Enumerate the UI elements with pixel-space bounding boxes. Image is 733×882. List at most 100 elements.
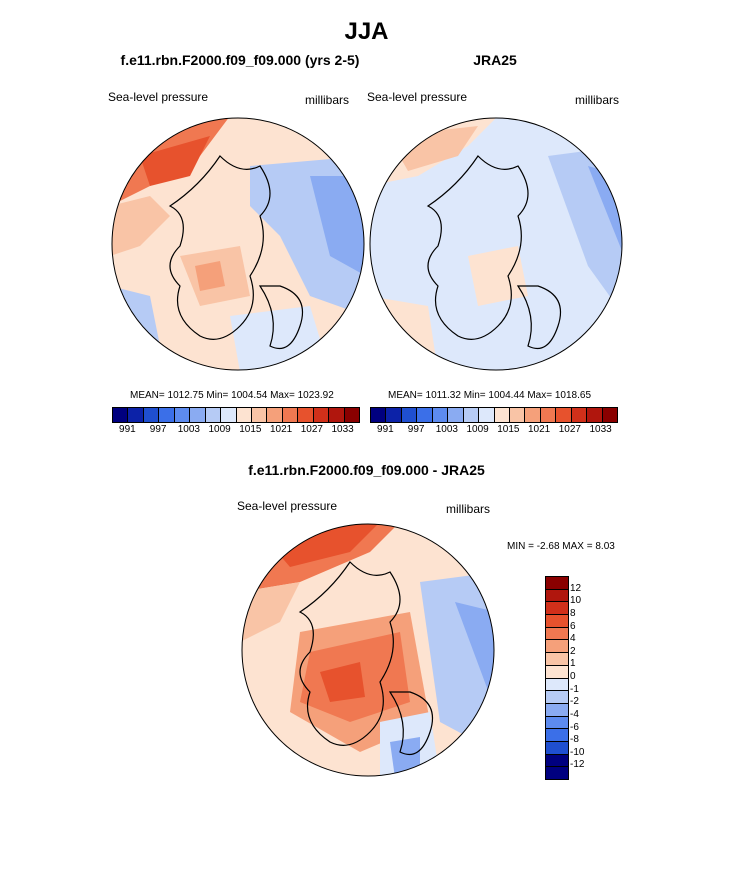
colorbar-swatch <box>417 408 433 422</box>
colorbar-tick-label: 1021 <box>528 424 551 435</box>
top-left-right-label: millibars <box>305 93 350 107</box>
bottom-colorbar <box>545 576 569 780</box>
colorbar-tick-label: -12 <box>570 759 585 771</box>
colorbar-tick-label: -1 <box>570 683 579 695</box>
colorbar-swatch <box>546 653 568 666</box>
colorbar-tick-label: 1 <box>570 658 576 670</box>
colorbar-swatch <box>401 408 418 422</box>
colorbar-swatch <box>128 408 144 422</box>
bottom-right-label: millibars <box>446 502 491 516</box>
colorbar-swatch <box>546 729 568 742</box>
colorbar-tick-label: 1009 <box>466 424 489 435</box>
colorbar-tick-label: 10 <box>570 595 582 607</box>
top-right-right-label: millibars <box>575 93 620 107</box>
colorbar-swatch <box>602 408 617 422</box>
colorbar-tick-label: 991 <box>119 424 136 435</box>
colorbar-swatch <box>329 408 345 422</box>
top-left-panel-title: f.e11.rbn.F2000.f09_f09.000 (yrs 2-5) <box>120 52 360 68</box>
colorbar-swatch <box>546 741 568 755</box>
colorbar-swatch <box>571 408 588 422</box>
colorbar-swatch <box>190 408 206 422</box>
bottom-panel-title: f.e11.rbn.F2000.f09_f09.000 - JRA25 <box>248 462 485 478</box>
colorbar-tick-label: 4 <box>570 633 576 645</box>
colorbar-tick-label: -10 <box>570 746 585 758</box>
bottom-minmax: MIN = -2.68 MAX = 8.03 <box>507 541 615 552</box>
top-right-colorbar-ticks: 991 997 1003 1009 1015 1021 1027 1033 <box>370 424 616 438</box>
colorbar-swatch <box>371 408 387 422</box>
colorbar-swatch <box>282 408 299 422</box>
colorbar-swatch <box>546 678 568 692</box>
colorbar-swatch <box>546 640 568 654</box>
top-left-stats: MEAN= 1012.75 Min= 1004.54 Max= 1023.92 <box>130 390 334 401</box>
colorbar-tick-label: -4 <box>570 708 579 720</box>
colorbar-swatch <box>267 408 283 422</box>
colorbar-tick-label: 1009 <box>208 424 231 435</box>
colorbar-swatch <box>556 408 572 422</box>
colorbar-swatch <box>546 615 568 628</box>
colorbar-swatch <box>546 691 568 704</box>
colorbar-swatch <box>509 408 526 422</box>
colorbar-tick-label: 6 <box>570 620 576 632</box>
top-left-colorbar <box>112 407 360 423</box>
top-left-polar-map <box>111 117 365 371</box>
colorbar-swatch <box>546 577 568 590</box>
bottom-left-label: Sea-level pressure <box>237 499 338 513</box>
colorbar-tick-label: -6 <box>570 721 579 733</box>
top-left-colorbar-ticks: 991 997 1003 1009 1015 1021 1027 1033 <box>112 424 358 438</box>
colorbar-swatch <box>494 408 510 422</box>
colorbar-tick-label: 997 <box>407 424 425 435</box>
colorbar-swatch <box>251 408 268 422</box>
colorbar-swatch <box>546 589 568 603</box>
colorbar-tick-label: 1033 <box>589 424 612 435</box>
bottom-polar-map <box>241 523 495 777</box>
colorbar-swatch <box>525 408 541 422</box>
colorbar-tick-label: 1021 <box>270 424 293 435</box>
colorbar-swatch <box>159 408 175 422</box>
colorbar-swatch <box>143 408 160 422</box>
colorbar-swatch <box>113 408 129 422</box>
colorbar-swatch <box>546 703 568 717</box>
colorbar-tick-label: 12 <box>570 582 582 594</box>
colorbar-tick-label: 1027 <box>558 424 581 435</box>
colorbar-swatch <box>540 408 557 422</box>
colorbar-swatch <box>344 408 359 422</box>
colorbar-swatch <box>546 627 568 641</box>
colorbar-swatch <box>174 408 191 422</box>
colorbar-swatch <box>546 754 568 768</box>
top-right-panel-title: JRA25 <box>473 52 517 68</box>
colorbar-swatch <box>236 408 252 422</box>
colorbar-swatch <box>587 408 603 422</box>
colorbar-swatch <box>221 408 237 422</box>
top-right-polar-map <box>369 117 623 371</box>
top-right-left-label: Sea-level pressure <box>367 90 468 104</box>
top-right-colorbar <box>370 407 618 423</box>
colorbar-swatch <box>546 767 568 779</box>
colorbar-swatch <box>205 408 222 422</box>
top-right-stats: MEAN= 1011.32 Min= 1004.44 Max= 1018.65 <box>388 390 592 401</box>
colorbar-swatch <box>432 408 449 422</box>
colorbar-swatch <box>479 408 495 422</box>
colorbar-swatch <box>546 716 568 730</box>
colorbar-tick-label: -2 <box>570 696 579 708</box>
bottom-colorbar-ticks: 12 10 8 6 4 2 1 0 -1 -2 -4 -6 -8 -10 -12 <box>570 576 620 778</box>
colorbar-swatch <box>386 408 402 422</box>
colorbar-swatch <box>546 602 568 616</box>
colorbar-tick-label: 2 <box>570 645 576 657</box>
colorbar-tick-label: 997 <box>149 424 167 435</box>
colorbar-swatch <box>448 408 464 422</box>
colorbar-tick-label: 1003 <box>435 424 458 435</box>
colorbar-swatch <box>298 408 314 422</box>
colorbar-tick-label: 1015 <box>497 424 520 435</box>
colorbar-tick-label: 991 <box>377 424 394 435</box>
colorbar-tick-label: 1033 <box>331 424 354 435</box>
colorbar-tick-label: 0 <box>570 671 576 682</box>
colorbar-swatch <box>463 408 480 422</box>
colorbar-tick-label: 1003 <box>177 424 200 435</box>
colorbar-swatch <box>313 408 330 422</box>
colorbar-tick-label: -8 <box>570 734 579 746</box>
top-left-left-label: Sea-level pressure <box>108 90 209 104</box>
colorbar-swatch <box>546 665 568 679</box>
colorbar-tick-label: 1015 <box>239 424 262 435</box>
colorbar-tick-label: 1027 <box>300 424 323 435</box>
colorbar-tick-label: 8 <box>570 607 576 619</box>
